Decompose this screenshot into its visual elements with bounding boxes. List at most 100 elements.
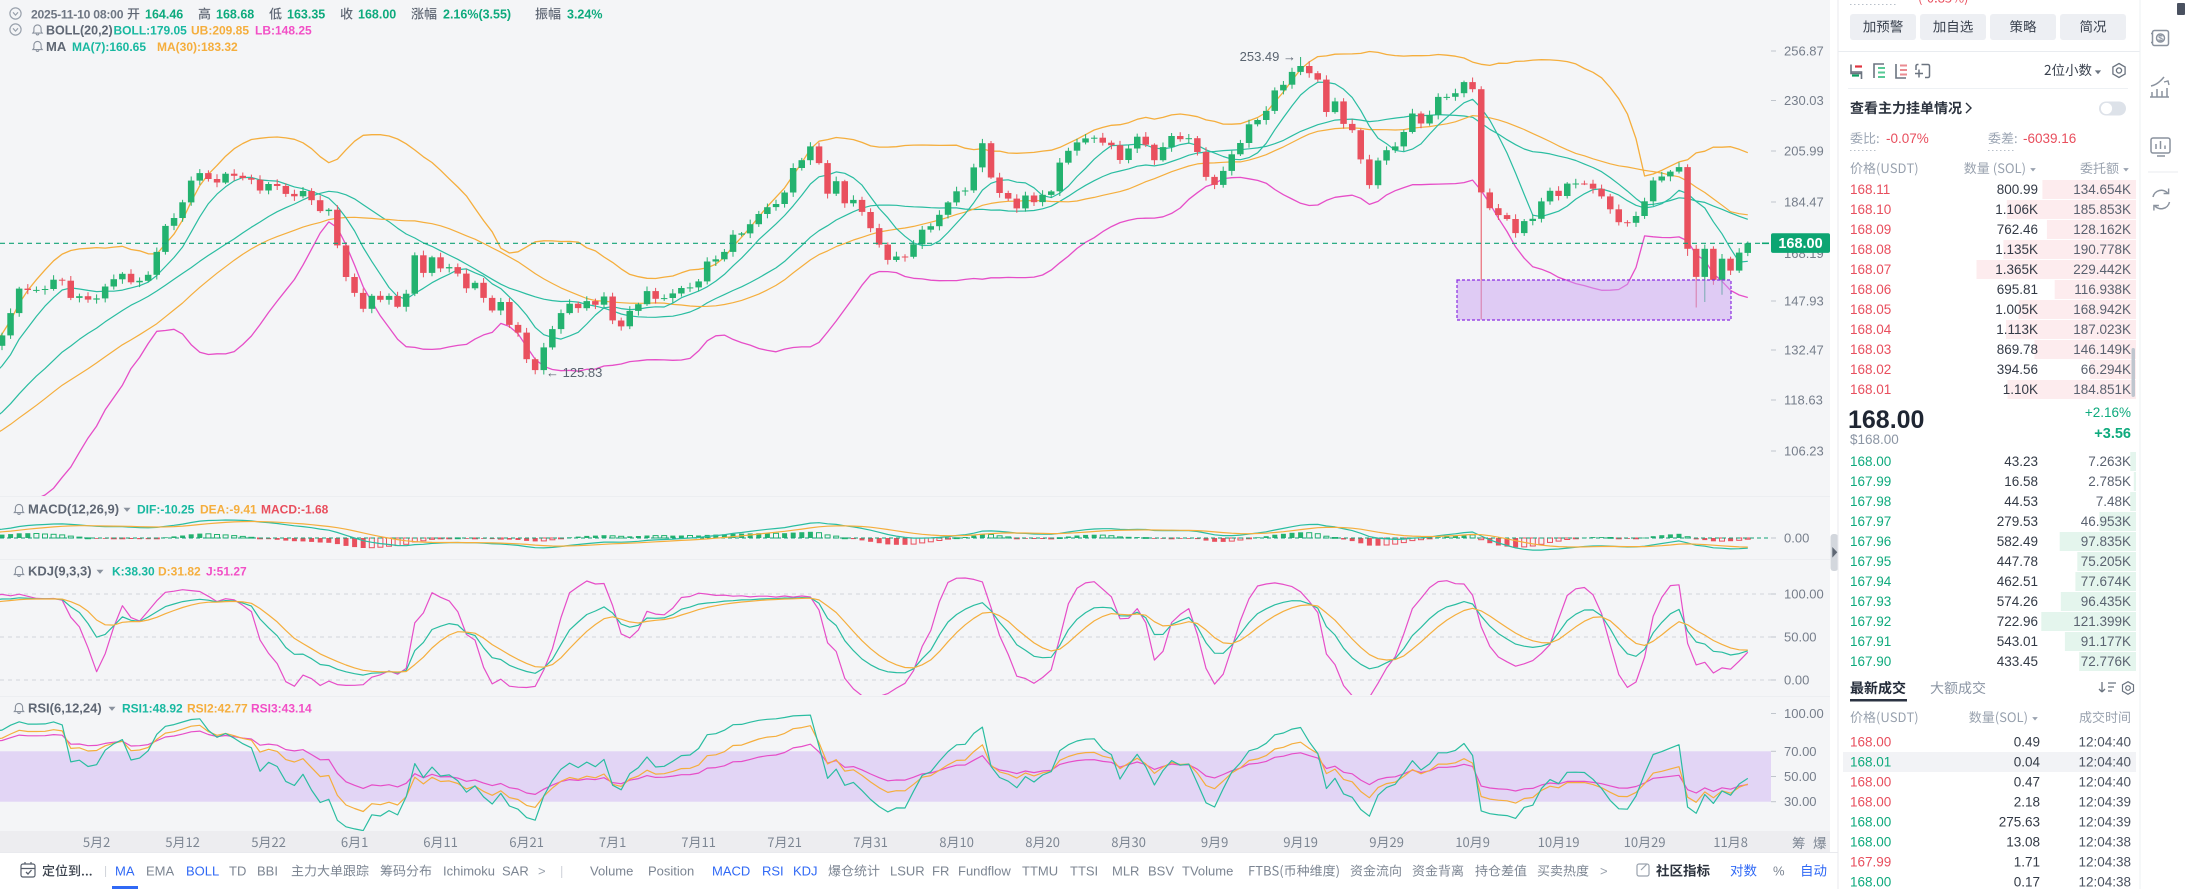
svg-text:433.45: 433.45	[1997, 654, 2038, 669]
svg-text:184.47: 184.47	[1784, 195, 1824, 210]
svg-text:168.05: 168.05	[1850, 302, 1891, 317]
svg-text:168.00: 168.00	[1850, 875, 1891, 889]
svg-text:275.63: 275.63	[1999, 815, 2040, 830]
svg-text:0.17: 0.17	[2014, 875, 2040, 889]
svg-text:2.18: 2.18	[2014, 795, 2040, 810]
svg-text:|: |	[560, 864, 563, 879]
svg-text:RSI1:48.92: RSI1:48.92	[122, 702, 183, 716]
svg-text:TD: TD	[229, 864, 246, 879]
svg-text:3.24%: 3.24%	[567, 8, 602, 22]
svg-text:168.09: 168.09	[1850, 222, 1891, 237]
svg-text:205.99: 205.99	[1784, 144, 1824, 159]
svg-text:1.10K: 1.10K	[2003, 382, 2038, 397]
svg-text:TTSI: TTSI	[1070, 864, 1098, 879]
svg-text:LB:148.25: LB:148.25	[255, 24, 312, 38]
svg-text:12:04:39: 12:04:39	[2078, 815, 2131, 830]
svg-text:MA: MA	[46, 39, 67, 54]
svg-text:46.953K: 46.953K	[2081, 514, 2131, 529]
svg-text:12:04:39: 12:04:39	[2078, 795, 2131, 810]
svg-text:50.00: 50.00	[1784, 630, 1817, 645]
svg-text:2025-11-10 08:00: 2025-11-10 08:00	[31, 8, 124, 22]
svg-text:167.95: 167.95	[1850, 554, 1891, 569]
svg-text:168.10: 168.10	[1850, 202, 1891, 217]
svg-text:0.49: 0.49	[2014, 735, 2040, 750]
svg-text:256.87: 256.87	[1784, 44, 1824, 59]
svg-text:168.00: 168.00	[1850, 775, 1891, 790]
svg-text:168.07: 168.07	[1850, 262, 1891, 277]
svg-text:168.04: 168.04	[1850, 322, 1892, 337]
svg-text:TVolume: TVolume	[1182, 864, 1233, 879]
svg-text:2.16%(3.55): 2.16%(3.55)	[443, 8, 511, 22]
svg-text:1.106K: 1.106K	[1995, 202, 2038, 217]
svg-text:722.96: 722.96	[1997, 614, 2038, 629]
svg-text:44.53: 44.53	[2004, 494, 2038, 509]
svg-text:168.01: 168.01	[1850, 755, 1891, 770]
svg-text:$: $	[2158, 33, 2163, 43]
svg-text:695.81: 695.81	[1997, 282, 2038, 297]
svg-text:MA(7):160.65: MA(7):160.65	[72, 40, 146, 54]
svg-text:190.778K: 190.778K	[2073, 242, 2131, 257]
svg-text:116.938K: 116.938K	[2074, 282, 2131, 297]
svg-text:869.78: 869.78	[1997, 342, 2038, 357]
svg-text:EMA: EMA	[146, 864, 175, 879]
svg-text:K:38.30: K:38.30	[112, 565, 155, 579]
svg-text:167.97: 167.97	[1850, 514, 1891, 529]
svg-text:230.03: 230.03	[1784, 93, 1824, 108]
svg-text:1.365K: 1.365K	[1995, 262, 2038, 277]
svg-text:168.942K: 168.942K	[2073, 302, 2131, 317]
svg-text:2.785K: 2.785K	[2088, 474, 2131, 489]
svg-text:SAR: SAR	[502, 864, 529, 879]
svg-text:100.00: 100.00	[1784, 587, 1824, 602]
svg-text:16.58: 16.58	[2004, 474, 2038, 489]
svg-text:-0.07%: -0.07%	[1886, 131, 1929, 146]
svg-text:12:04:38: 12:04:38	[2078, 855, 2131, 870]
svg-text:%: %	[1773, 864, 1785, 879]
svg-text:167.90: 167.90	[1850, 654, 1891, 669]
svg-text:118.63: 118.63	[1784, 393, 1823, 408]
svg-text:DIF:-10.25: DIF:-10.25	[137, 503, 195, 517]
svg-text:MA(30):183.32: MA(30):183.32	[157, 40, 238, 54]
svg-text:77.674K: 77.674K	[2081, 574, 2131, 589]
svg-text:168.00: 168.00	[1850, 454, 1891, 469]
svg-text:KDJ: KDJ	[793, 864, 818, 879]
svg-text:+3.56: +3.56	[2094, 426, 2131, 442]
svg-text:168.02: 168.02	[1850, 362, 1891, 377]
svg-text:229.442K: 229.442K	[2073, 262, 2131, 277]
svg-text:Ichimoku: Ichimoku	[443, 864, 495, 879]
svg-text:$168.00: $168.00	[1850, 432, 1899, 447]
svg-text:43.23: 43.23	[2004, 454, 2038, 469]
svg-text:|: |	[104, 864, 107, 878]
svg-text:106.23: 106.23	[1784, 444, 1824, 459]
svg-text:168.03: 168.03	[1850, 342, 1891, 357]
svg-text:167.98: 167.98	[1850, 494, 1891, 509]
svg-text:167.99: 167.99	[1850, 855, 1891, 870]
svg-text:TTMU: TTMU	[1022, 864, 1058, 879]
svg-text:LSUR: LSUR	[890, 864, 925, 879]
svg-text:1.71: 1.71	[2014, 855, 2040, 870]
svg-text:163.35: 163.35	[287, 8, 325, 22]
svg-text:1.005K: 1.005K	[1995, 302, 2038, 317]
svg-text:BSV: BSV	[1148, 864, 1174, 879]
svg-text:762.46: 762.46	[1997, 222, 2038, 237]
svg-text:121.399K: 121.399K	[2073, 614, 2131, 629]
svg-text:RSI3:43.14: RSI3:43.14	[251, 702, 312, 716]
svg-text:279.53: 279.53	[1997, 514, 2038, 529]
svg-text:134.654K: 134.654K	[2073, 182, 2131, 197]
svg-text:J:51.27: J:51.27	[206, 565, 247, 579]
svg-text:>: >	[1600, 864, 1608, 879]
svg-text:7.48K: 7.48K	[2096, 494, 2131, 509]
svg-text:50.00: 50.00	[1784, 769, 1817, 784]
svg-text:KDJ(9,3,3): KDJ(9,3,3)	[28, 564, 92, 579]
svg-text:167.91: 167.91	[1850, 634, 1891, 649]
svg-text:543.01: 543.01	[1997, 634, 2038, 649]
svg-text:MACD(12,26,9): MACD(12,26,9)	[28, 502, 119, 517]
svg-text:7.263K: 7.263K	[2088, 454, 2131, 469]
svg-text:MA: MA	[115, 864, 135, 879]
svg-text:Position: Position	[648, 864, 694, 879]
svg-text:BOLL:179.05: BOLL:179.05	[114, 24, 188, 38]
svg-text:>: >	[538, 864, 546, 879]
svg-text:168.00: 168.00	[1850, 835, 1891, 850]
svg-text:72.776K: 72.776K	[2081, 654, 2131, 669]
svg-text:167.93: 167.93	[1850, 594, 1891, 609]
svg-text:1.135K: 1.135K	[1995, 242, 2038, 257]
